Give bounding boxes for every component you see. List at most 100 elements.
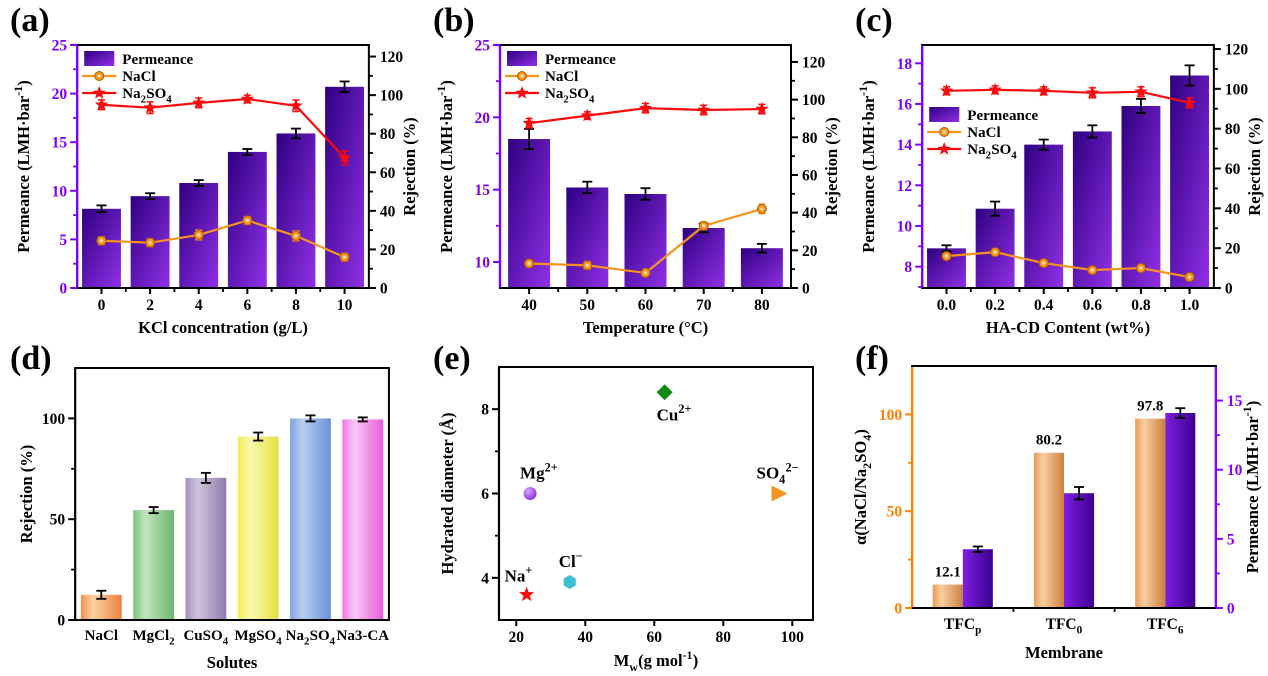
svg-text:80: 80: [380, 126, 396, 143]
svg-text:TFC6: TFC6: [1147, 616, 1184, 637]
svg-text:40: 40: [521, 297, 537, 314]
svg-text:SO4 2−: SO4 2−: [756, 460, 798, 486]
svg-text:50: 50: [580, 297, 596, 314]
svg-text:Cl−: Cl−: [559, 549, 583, 571]
svg-text:10: 10: [52, 183, 68, 200]
svg-text:80: 80: [1225, 121, 1241, 138]
svg-text:Na2 SO4: Na2 SO4: [122, 86, 172, 106]
svg-text:NaCl: NaCl: [122, 69, 155, 85]
svg-text:5: 5: [59, 232, 67, 249]
svg-text:0.8: 0.8: [1131, 297, 1151, 314]
svg-text:6: 6: [243, 297, 251, 314]
svg-text:Permeance: Permeance: [122, 52, 193, 68]
svg-text:15: 15: [475, 182, 491, 199]
svg-text:Hydrated diameter (Å): Hydrated diameter (Å): [438, 413, 457, 575]
svg-text:60: 60: [802, 167, 818, 184]
panel-f: (f) 12.1 80.2 97.8 0 50 100 0 5 10 15 TFCp TFC0 TF…: [845, 338, 1268, 676]
svg-text:12.1: 12.1: [935, 565, 961, 581]
svg-text:60: 60: [380, 165, 396, 182]
svg-text:TFC0: TFC0: [1046, 616, 1083, 637]
svg-text:HA-CD Content (wt%): HA-CD Content (wt%): [986, 318, 1150, 337]
svg-text:120: 120: [380, 49, 404, 66]
svg-text:10: 10: [475, 254, 491, 271]
svg-text:Mg2+: Mg2+: [520, 460, 558, 482]
svg-text:0: 0: [1225, 281, 1233, 298]
svg-text:0: 0: [380, 281, 388, 298]
chart-d-canvas: 0 50 100 NaCl MgCl2 CuSO4 MgSO4 Na2 SO4 Na3-…: [17, 367, 390, 672]
svg-text:4: 4: [481, 570, 489, 587]
panel-d: (d) 0 50 100 NaCl MgCl2 CuSO4 MgSO4 Na2 SO4 …: [0, 338, 423, 676]
svg-text:Permeance (LMH·bar-1 ): Permeance (LMH·bar-1 ): [1240, 401, 1262, 574]
chart-c-canvas: 8 10 12 14 16 18 0 20 40 60 80 100 120 0.0 0.2 0.4 0.6 0.…: [856, 41, 1264, 337]
svg-text:80.2: 80.2: [1036, 433, 1062, 449]
svg-text:25: 25: [475, 38, 491, 55]
svg-text:15: 15: [1227, 393, 1243, 410]
svg-text:Membrane: Membrane: [1025, 643, 1103, 662]
svg-text:Na3-CA: Na3-CA: [336, 628, 389, 644]
svg-text:20: 20: [380, 242, 396, 259]
svg-text:Rejection (%): Rejection (%): [822, 117, 841, 216]
panel-label-d: (d): [10, 340, 52, 377]
panel-e: (e) 4 6 8 20 40 60 80 100 Na+ Cl− Mg2+ Cu2+ SO4 …: [423, 338, 845, 676]
panel-b: (b) 10 15 20 25 0 20 40 60 80 100 120 40 50 60 70 80 Per…: [423, 0, 845, 338]
svg-text:Na2 SO4: Na2 SO4: [967, 142, 1017, 162]
svg-text:Na+: Na+: [505, 564, 533, 586]
svg-text:Rejection (%): Rejection (%): [1245, 117, 1264, 215]
svg-text:60: 60: [638, 297, 654, 314]
svg-text:4: 4: [195, 297, 203, 314]
svg-text:100: 100: [781, 629, 805, 646]
svg-text:TFCp: TFCp: [944, 616, 981, 637]
svg-text:18: 18: [897, 56, 913, 73]
panel-label-b: (b): [433, 2, 475, 39]
svg-text:Permeance (LMH·bar-1 ): Permeance (LMH·bar-1 ): [856, 80, 878, 253]
svg-text:0: 0: [894, 601, 902, 618]
chart-b-canvas: 10 15 20 25 0 20 40 60 80 100 120 40 50 60 70 80 Permean…: [434, 38, 841, 338]
svg-text:120: 120: [802, 54, 826, 71]
svg-text:Permeance: Permeance: [545, 52, 616, 68]
svg-text:Solutes: Solutes: [207, 653, 258, 672]
svg-text:α(NaCl/Na2 SO4 ): α(NaCl/Na2 SO4 ): [851, 429, 874, 545]
svg-text:100: 100: [1225, 81, 1249, 98]
svg-text:14: 14: [897, 137, 913, 154]
svg-text:5: 5: [1227, 531, 1235, 548]
svg-text:0: 0: [98, 297, 106, 314]
svg-text:MgSO4: MgSO4: [235, 628, 283, 648]
svg-text:NaCl: NaCl: [85, 628, 118, 644]
svg-text:MgCl2: MgCl2: [132, 628, 174, 648]
svg-text:0.6: 0.6: [1083, 297, 1103, 314]
svg-text:0: 0: [59, 281, 67, 298]
svg-text:KCl concentration (g/L): KCl concentration (g/L): [138, 318, 308, 337]
svg-text:0.0: 0.0: [937, 297, 957, 314]
svg-text:40: 40: [802, 205, 818, 222]
svg-text:0: 0: [57, 613, 65, 630]
svg-text:6: 6: [481, 486, 489, 503]
panel-c: (c) 8 10 12 14 16 18 0 20 40 60 80 100 120 0.0 0.2 0.4 0…: [845, 0, 1268, 338]
svg-text:80: 80: [754, 297, 770, 314]
svg-text:12: 12: [897, 178, 913, 195]
svg-text:20: 20: [52, 86, 68, 103]
svg-text:20: 20: [802, 243, 818, 260]
svg-text:Na2 SO4: Na2 SO4: [286, 628, 336, 648]
svg-text:NaCl: NaCl: [967, 125, 1000, 141]
svg-text:50: 50: [50, 512, 66, 529]
svg-text:16: 16: [897, 96, 913, 113]
svg-text:25: 25: [52, 38, 68, 55]
svg-text:Permeance (LMH·bar-1 ): Permeance (LMH·bar-1 ): [434, 80, 456, 253]
svg-text:10: 10: [1227, 462, 1243, 479]
svg-text:2: 2: [146, 297, 154, 314]
svg-text:NaCl: NaCl: [545, 69, 578, 85]
svg-text:Na2 SO4: Na2 SO4: [545, 86, 595, 106]
svg-text:50: 50: [887, 504, 903, 521]
svg-text:Permeance: Permeance: [967, 108, 1038, 124]
svg-text:20: 20: [509, 629, 525, 646]
svg-text:10: 10: [337, 297, 353, 314]
chart-e-canvas: 4 6 8 20 40 60 80 100 Na+ Cl− Mg2+ Cu2+ SO4 2− H…: [438, 366, 814, 674]
svg-text:1.0: 1.0: [1180, 297, 1200, 314]
svg-text:97.8: 97.8: [1137, 399, 1163, 415]
svg-text:Rejection (%): Rejection (%): [400, 117, 419, 215]
svg-text:0.4: 0.4: [1034, 297, 1054, 314]
svg-text:15: 15: [52, 135, 68, 152]
svg-text:80: 80: [802, 130, 818, 147]
svg-text:120: 120: [1225, 41, 1249, 58]
